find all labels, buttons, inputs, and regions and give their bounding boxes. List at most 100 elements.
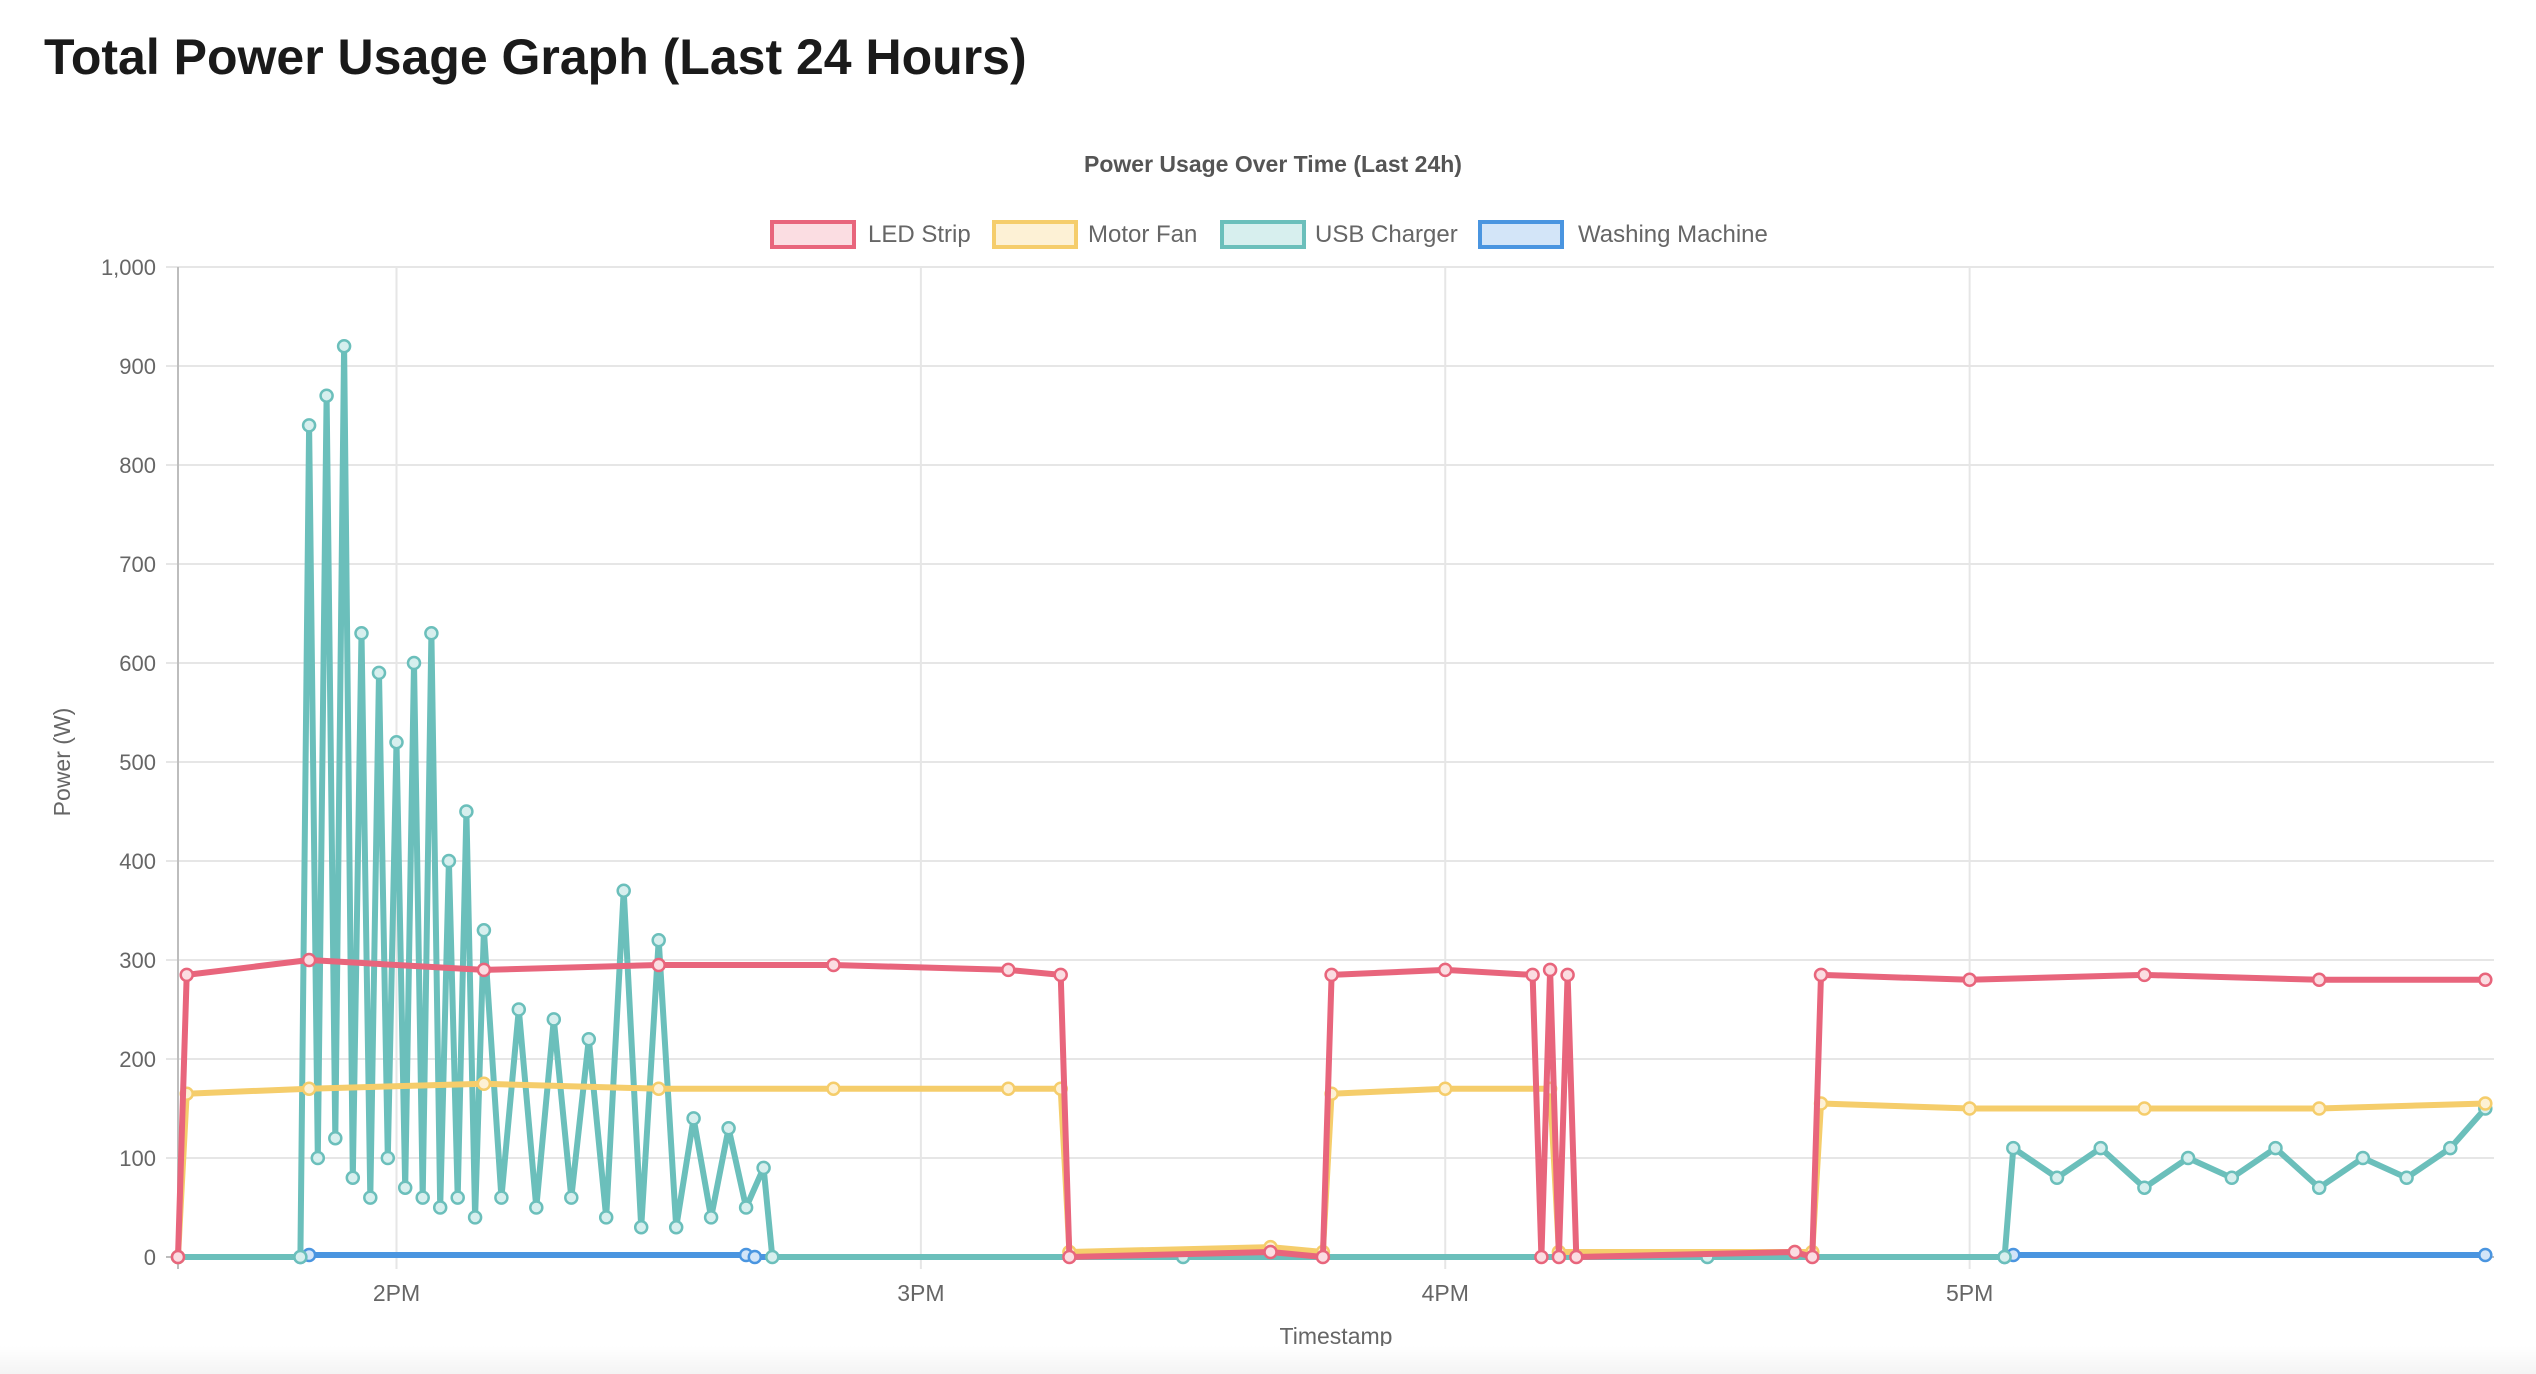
y-tick-label: 0 — [144, 1245, 156, 1270]
data-point-0 — [826, 957, 841, 973]
data-point-2 — [397, 1180, 413, 1195]
x-tick-label: 3PM — [897, 1280, 944, 1306]
data-point-1 — [2478, 1096, 2493, 1111]
data-point-2 — [546, 1012, 562, 1027]
data-point-1 — [301, 1081, 317, 1096]
data-point-0 — [1062, 1249, 1077, 1265]
y-tick-label: 400 — [119, 849, 156, 874]
legend-label-3: Washing Machine — [1578, 221, 1768, 248]
data-point-2 — [2268, 1140, 2283, 1156]
x-tick-label: 4PM — [1422, 1280, 1469, 1306]
y-tick-label: 900 — [119, 354, 156, 379]
data-point-2 — [2355, 1150, 2371, 1166]
data-point-2 — [529, 1200, 544, 1215]
data-point-3 — [747, 1249, 763, 1265]
legend-swatch-2 — [1220, 220, 1306, 249]
data-point-2 — [616, 883, 631, 898]
data-point-0 — [2137, 967, 2152, 983]
data-point-2 — [2049, 1170, 2065, 1186]
data-point-2 — [389, 734, 404, 750]
data-point-0 — [2311, 972, 2327, 988]
y-axis-title: Power (W) — [49, 708, 75, 817]
data-point-2 — [467, 1210, 483, 1225]
data-point-2 — [633, 1220, 649, 1235]
data-point-2 — [293, 1249, 308, 1265]
data-point-0 — [1962, 972, 1977, 988]
data-point-0 — [1263, 1244, 1278, 1260]
data-point-2 — [406, 655, 422, 671]
data-point-0 — [2478, 972, 2493, 988]
series-line-0 — [175, 957, 2489, 1260]
data-point-2 — [721, 1121, 736, 1136]
y-tick-label: 500 — [119, 750, 156, 775]
legend-label-0: LED Strip — [868, 221, 971, 248]
data-point-0 — [170, 1249, 186, 1265]
legend-swatch-3 — [1478, 220, 1564, 249]
data-point-2 — [319, 388, 334, 403]
data-point-0 — [1324, 967, 1339, 983]
data-point-0 — [1315, 1249, 1331, 1265]
data-point-2 — [651, 932, 666, 948]
bottom-divider — [0, 1346, 2536, 1374]
data-point-2 — [345, 1170, 361, 1186]
y-tick-label: 700 — [119, 552, 156, 577]
data-point-2 — [459, 804, 474, 819]
legend-label-1: Motor Fan — [1088, 221, 1197, 248]
data-point-2 — [668, 1220, 684, 1235]
data-point-0 — [1542, 962, 1558, 978]
legend-label-2: USB Charger — [1315, 221, 1458, 248]
y-tick-label: 300 — [119, 948, 156, 973]
data-point-0 — [1805, 1249, 1820, 1265]
data-point-3 — [2478, 1247, 2493, 1263]
data-point-2 — [2006, 1140, 2021, 1156]
x-tick-label: 5PM — [1946, 1280, 1993, 1306]
data-point-2 — [564, 1190, 579, 1205]
y-tick-label: 100 — [119, 1146, 156, 1171]
x-tick-label: 2PM — [373, 1280, 420, 1306]
data-point-0 — [1569, 1249, 1584, 1265]
data-point-0 — [1787, 1244, 1803, 1260]
data-point-2 — [738, 1200, 754, 1215]
data-point-2 — [2399, 1170, 2414, 1186]
data-point-2 — [2137, 1180, 2152, 1195]
data-point-1 — [826, 1081, 841, 1096]
data-point-2 — [703, 1210, 719, 1225]
data-point-1 — [1962, 1101, 1977, 1116]
y-tick-label: 1,000 — [101, 255, 156, 280]
data-point-2 — [756, 1160, 771, 1176]
data-point-2 — [2093, 1140, 2108, 1156]
data-point-2 — [494, 1190, 509, 1205]
data-point-1 — [2311, 1101, 2327, 1116]
data-point-1 — [476, 1076, 492, 1092]
data-point-2 — [380, 1150, 396, 1166]
legend-swatch-0 — [770, 220, 856, 249]
data-point-2 — [336, 338, 352, 354]
data-point-1 — [2137, 1101, 2152, 1116]
data-point-2 — [432, 1200, 448, 1215]
data-point-0 — [651, 957, 666, 973]
data-point-0 — [179, 967, 194, 983]
data-point-2 — [598, 1210, 614, 1225]
data-point-2 — [2311, 1180, 2327, 1195]
chart-title: Power Usage Over Time (Last 24h) — [1084, 151, 1462, 177]
data-point-1 — [1437, 1081, 1453, 1096]
legend-swatch-1 — [992, 220, 1078, 249]
data-point-2 — [511, 1002, 527, 1017]
data-point-0 — [1053, 967, 1068, 983]
data-point-2 — [415, 1190, 430, 1205]
data-point-1 — [651, 1081, 666, 1096]
data-point-2 — [363, 1190, 378, 1205]
data-point-2 — [686, 1111, 701, 1126]
data-point-2 — [371, 665, 387, 681]
data-point-2 — [450, 1190, 465, 1205]
data-point-2 — [2180, 1150, 2196, 1166]
data-point-2 — [2224, 1170, 2240, 1186]
y-tick-label: 800 — [119, 453, 156, 478]
data-point-0 — [1560, 967, 1575, 983]
data-point-0 — [1534, 1249, 1549, 1265]
data-point-0 — [1813, 967, 1829, 983]
data-point-2 — [581, 1031, 597, 1047]
data-point-0 — [1437, 962, 1453, 978]
